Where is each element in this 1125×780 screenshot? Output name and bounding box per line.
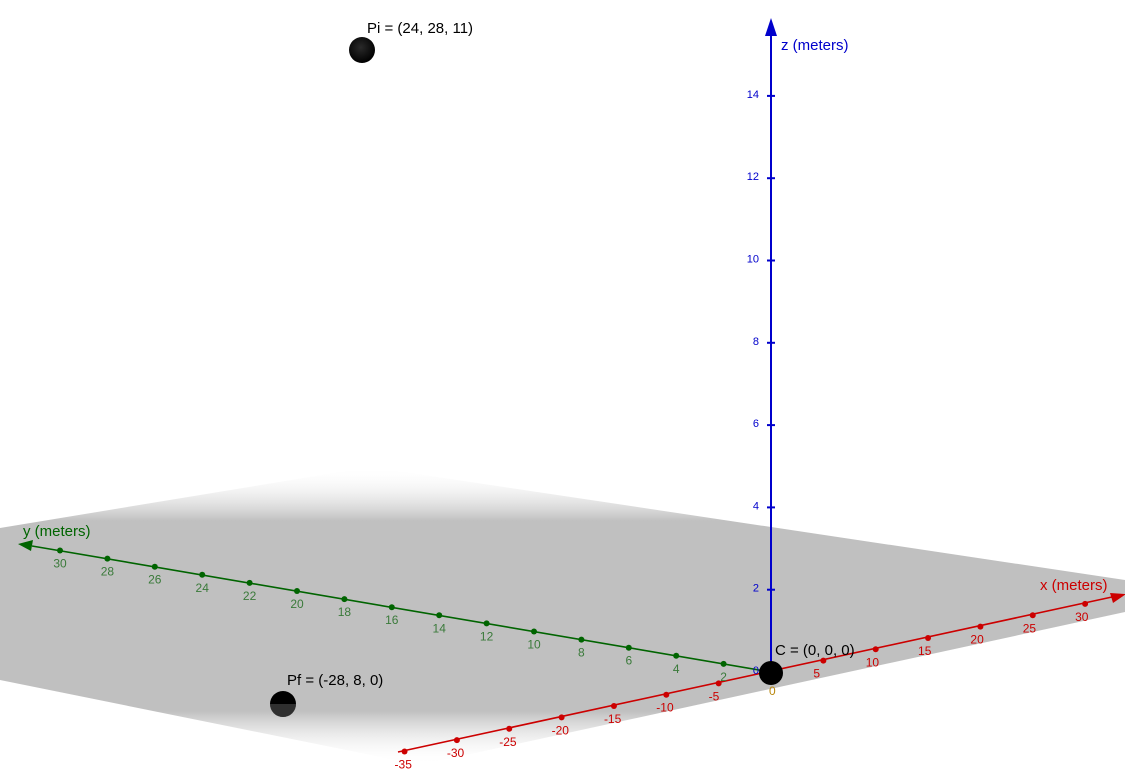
z-axis-title: z (meters): [781, 37, 849, 54]
z-axis-ticks: 0 2 4 6 8 10 12 14: [747, 89, 775, 677]
x-tick-mark: [506, 725, 513, 732]
z-tick-label: 14: [747, 89, 759, 101]
y-tick-mark: [294, 588, 300, 594]
y-tick-mark: [720, 660, 727, 667]
x-tick-mark: [925, 634, 932, 641]
x-axis-line: [397, 596, 1113, 753]
y-tick-label: 8: [578, 646, 585, 660]
point-pf-shadow: [270, 704, 296, 717]
x-tick-mark: [453, 737, 460, 744]
x-tick-label: 15: [918, 644, 932, 658]
y-tick-label: 18: [338, 605, 352, 619]
y-tick-mark: [199, 571, 206, 578]
y-tick-label: 24: [196, 581, 210, 595]
y-tick-label: 14: [433, 621, 447, 635]
z-tick-label: 4: [753, 500, 759, 512]
point-c-label: C = (0, 0, 0): [775, 642, 855, 659]
z-tick-label: 6: [753, 418, 759, 430]
y-tick-mark: [341, 596, 348, 603]
y-tick-mark: [151, 563, 158, 570]
x-tick-label: -35: [395, 757, 413, 771]
y-axis-title: y (meters): [23, 523, 91, 540]
z-tick-label: 10: [747, 254, 759, 266]
y-tick-label: 28: [101, 565, 115, 579]
y-tick-mark: [673, 652, 680, 659]
x-tick-label: 10: [866, 655, 880, 669]
y-tick-mark: [625, 644, 632, 651]
x-tick-label: -10: [656, 701, 674, 715]
y-tick-label: 10: [527, 638, 541, 652]
x-tick-mark: [872, 646, 879, 653]
x-tick-label: -30: [447, 746, 465, 760]
x-tick-mark: [820, 657, 827, 664]
y-tick-label: 22: [243, 589, 257, 603]
x-tick-mark: [558, 714, 565, 721]
y-tick-mark: [246, 579, 253, 586]
y-tick-mark: [388, 604, 395, 611]
y-tick-label: 26: [148, 573, 162, 587]
x-tick-mark: [401, 748, 408, 755]
x-tick-label: 30: [1075, 610, 1089, 624]
y-tick-label: 20: [290, 597, 304, 611]
x-tick-mark: [610, 703, 617, 710]
z-axis-arrow: [765, 18, 777, 36]
y-tick-mark: [57, 547, 63, 554]
x-tick-label: -25: [499, 735, 517, 749]
y-tick-mark: [578, 636, 585, 643]
y-tick-label: 30: [53, 557, 67, 571]
point-pf-label: Pf = (-28, 8, 0): [287, 672, 383, 689]
x-tick-mark: [663, 691, 670, 698]
x-tick-mark: [1029, 612, 1036, 619]
y-tick-mark: [531, 628, 537, 635]
x-tick-mark: [1082, 600, 1089, 607]
origin-label: 0: [769, 684, 776, 698]
y-axis-arrow: [18, 540, 33, 551]
z-tick-label: 8: [753, 336, 759, 348]
point-pi-label: Pi = (24, 28, 11): [367, 20, 473, 37]
y-tick-mark: [483, 620, 490, 627]
y-tick-label: 16: [385, 613, 399, 627]
y-tick-label: 6: [625, 654, 632, 668]
x-tick-mark: [977, 623, 984, 630]
point-c-marker[interactable]: [759, 661, 783, 685]
x-tick-label: -5: [709, 689, 720, 703]
y-tick-label: 12: [480, 629, 494, 643]
z-tick-label: 12: [747, 171, 759, 183]
x-tick-label: -15: [604, 712, 622, 726]
x-axis-arrow: [1110, 593, 1125, 603]
y-tick-mark: [104, 555, 111, 562]
z-tick-label: 0: [753, 665, 759, 677]
x-tick-label: -20: [552, 723, 570, 737]
point-pi-marker[interactable]: [349, 37, 375, 63]
x-tick-mark: [715, 680, 722, 687]
xy-plane: [0, 467, 1125, 765]
z-tick-label: 2: [753, 583, 759, 595]
y-tick-label: 2: [720, 670, 727, 684]
x-tick-label: 25: [1023, 621, 1037, 635]
x-tick-label: 5: [813, 667, 820, 681]
x-axis-title: x (meters): [1040, 577, 1108, 594]
y-tick-label: 4: [673, 662, 680, 676]
y-tick-mark: [436, 612, 443, 619]
x-tick-label: 20: [970, 633, 984, 647]
